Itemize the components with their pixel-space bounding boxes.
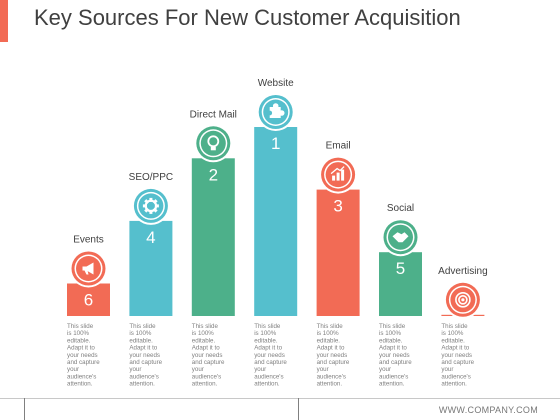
bar-group-website: 1 Website This slide is 100% editable. Adapt …	[254, 78, 298, 388]
bar-group-events: 6 Events This slide is 100% editable. Adapt i…	[67, 235, 110, 388]
bar-group-advertising: 7 Advertising This slide is 100% editable. Ad…	[438, 266, 487, 388]
category-label: Social	[387, 203, 414, 214]
bar-description: This slide is 100% editable. Adapt it to you…	[317, 323, 350, 388]
bar-value-label: 5	[396, 259, 405, 278]
bar-description: This slide is 100% editable. Adapt it to you…	[254, 323, 287, 388]
bar	[316, 189, 360, 316]
chart-icon	[330, 166, 345, 181]
bar-description: This slide is 100% editable. Adapt it to you…	[129, 323, 162, 388]
footer-tick-center	[298, 398, 299, 420]
category-label: Advertising	[438, 266, 487, 277]
bar-value-label: 6	[84, 291, 93, 310]
footer-tick-left	[24, 398, 25, 420]
bar-chart: 6 Events This slide is 100% editable. Adapt i…	[67, 78, 488, 388]
target-icon	[455, 291, 471, 308]
bar	[379, 252, 422, 316]
bar-group-direct-mail: 2 Direct Mail This slide is 100% editable. Ad…	[190, 109, 237, 387]
bar-value-label: 7	[458, 322, 467, 341]
category-label: SEO/PPC	[129, 172, 173, 183]
bar-description: This slide is 100% editable. Adapt it to you…	[192, 323, 225, 388]
category-label: Direct Mail	[190, 109, 237, 120]
bar-value-label: 4	[146, 228, 155, 247]
category-label: Email	[326, 141, 351, 152]
title-accent-bar	[0, 0, 8, 42]
footer-url: WWW.COMPANY.COM	[438, 405, 538, 415]
bar-description: This slide is 100% editable. Adapt it to you…	[379, 323, 412, 388]
category-label: Website	[258, 78, 294, 89]
footer-divider	[0, 398, 560, 399]
icon-badge-core	[200, 130, 226, 156]
bar	[254, 127, 298, 316]
bar-description: This slide is 100% editable. Adapt it to you…	[441, 323, 474, 388]
bar	[67, 283, 110, 316]
bar-group-seo-ppc: 4 SEO/PPC This slide is 100% editable. Adapt …	[129, 172, 173, 388]
bar-value-label: 2	[209, 165, 218, 184]
bar-group-social: 5 Social This slide is 100% editable. Adapt i…	[379, 203, 422, 388]
icon-badge-core	[138, 193, 164, 219]
puzzle-icon	[267, 103, 285, 118]
megaphone-icon	[82, 262, 94, 275]
bar-description: This slide is 100% editable. Adapt it to you…	[67, 323, 100, 388]
bar	[129, 220, 173, 316]
slide-title: Key Sources For New Customer Acquisition	[34, 5, 461, 30]
bar-value-label: 3	[333, 197, 342, 216]
category-label: Events	[73, 235, 104, 246]
gear-icon	[142, 197, 159, 214]
bar-group-email: 3 Email This slide is 100% editable. Adapt it…	[316, 141, 360, 388]
handshake-icon	[392, 232, 409, 243]
bar-value-label: 1	[271, 134, 280, 153]
bar	[191, 158, 235, 316]
lightbulb-icon	[207, 135, 220, 151]
